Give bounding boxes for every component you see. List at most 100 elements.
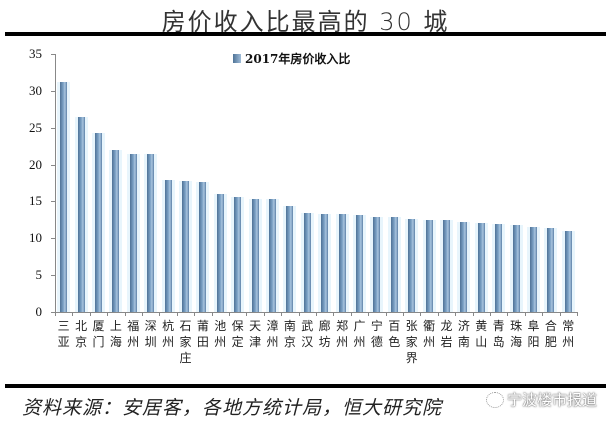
x-tick bbox=[124, 312, 126, 316]
x-tick-label: 池州 bbox=[214, 319, 227, 349]
x-tick bbox=[316, 312, 317, 316]
bar bbox=[60, 82, 68, 312]
bar-chart: 2017年房价收入比 0 5 10 15 20 25 30 35 三亚北京厦门上海福州深圳杭州石… bbox=[29, 46, 578, 365]
x-tick-label: 莆田 bbox=[196, 319, 209, 349]
x-tick-label: 厦门 bbox=[92, 319, 105, 349]
x-tick bbox=[142, 312, 143, 316]
bar bbox=[530, 227, 537, 312]
x-tick bbox=[385, 312, 387, 316]
x-tick bbox=[350, 312, 352, 316]
x-tick bbox=[472, 312, 474, 316]
x-tick-label: 合肥 bbox=[544, 319, 557, 349]
y-tick-label: 5 bbox=[35, 267, 43, 283]
x-tick-label: 常州 bbox=[562, 319, 575, 349]
bar bbox=[425, 219, 433, 312]
bar bbox=[147, 154, 155, 312]
y-tick bbox=[51, 164, 55, 166]
y-tick-label: 0 bbox=[35, 304, 43, 319]
bar bbox=[460, 222, 468, 312]
x-tick bbox=[72, 312, 74, 316]
bar bbox=[182, 180, 189, 312]
y-tick-label: 10 bbox=[29, 230, 42, 246]
x-tick bbox=[263, 312, 265, 316]
x-tick-label: 上海 bbox=[109, 319, 122, 349]
x-tick-label: 黄山 bbox=[475, 319, 488, 349]
x-tick-label: 天津 bbox=[249, 319, 262, 349]
x-tick bbox=[229, 312, 230, 316]
x-tick-label: 郑州 bbox=[336, 319, 349, 349]
x-tick bbox=[524, 312, 526, 316]
x-tick-label: 珠海 bbox=[510, 319, 523, 349]
x-tick-label: 保定 bbox=[231, 319, 244, 349]
bar bbox=[321, 213, 329, 312]
bar bbox=[373, 216, 381, 312]
x-tick bbox=[176, 312, 178, 316]
bar bbox=[95, 132, 102, 312]
bar bbox=[390, 216, 398, 312]
chart-title: 房价收入比最高的 30 城 bbox=[161, 8, 450, 36]
y-tick-label: 35 bbox=[29, 46, 42, 61]
bar bbox=[495, 224, 503, 312]
bar bbox=[129, 154, 137, 312]
legend-label: 2017年房价收入比 bbox=[245, 52, 351, 66]
x-tick bbox=[455, 312, 457, 316]
bar bbox=[112, 149, 120, 312]
bar bbox=[547, 227, 555, 312]
x-tick-label: 石家庄 bbox=[179, 319, 192, 365]
x-tick-label: 北京 bbox=[75, 319, 88, 349]
watermark: 宁波楼市报道 bbox=[486, 389, 597, 410]
bar bbox=[269, 199, 276, 312]
y-axis bbox=[55, 54, 56, 312]
x-tick-label: 广州 bbox=[353, 319, 366, 349]
x-tick bbox=[89, 312, 91, 316]
x-tick bbox=[542, 312, 544, 316]
x-tick-label: 衢州 bbox=[423, 319, 436, 349]
legend-swatch-icon bbox=[233, 54, 241, 63]
x-tick-label: 济南 bbox=[457, 319, 470, 349]
bar bbox=[251, 199, 259, 312]
y-tick bbox=[51, 201, 55, 203]
y-tick bbox=[51, 90, 55, 92]
watermark-text: 宁波楼市报道 bbox=[507, 391, 598, 409]
y-tick bbox=[51, 312, 55, 313]
x-tick-label: 百色 bbox=[388, 319, 401, 349]
bar bbox=[164, 180, 172, 312]
x-tick-label: 三亚 bbox=[57, 319, 70, 349]
y-tick bbox=[51, 275, 55, 277]
x-tick-label: 阜阳 bbox=[527, 319, 540, 349]
bar bbox=[286, 205, 294, 312]
y-tick-label: 30 bbox=[29, 82, 42, 98]
wechat-icon bbox=[486, 391, 504, 408]
bar bbox=[408, 219, 416, 312]
bar bbox=[77, 116, 85, 312]
x-tick bbox=[55, 312, 56, 316]
bar bbox=[443, 219, 450, 312]
top-divider bbox=[5, 32, 606, 36]
x-tick bbox=[490, 312, 491, 316]
x-tick-label: 青岛 bbox=[492, 319, 505, 349]
source-note: 资料来源：安居客，各地方统计局，恒大研究院 bbox=[22, 397, 443, 419]
x-tick-label: 福州 bbox=[127, 319, 140, 349]
y-tick bbox=[51, 127, 55, 129]
y-tick-label: 20 bbox=[29, 156, 42, 172]
bar bbox=[477, 222, 485, 312]
x-tick bbox=[211, 312, 213, 316]
bar bbox=[199, 182, 207, 312]
x-tick bbox=[403, 312, 404, 316]
x-tick bbox=[577, 312, 578, 316]
x-tick-label: 深圳 bbox=[144, 319, 157, 349]
bar bbox=[564, 230, 572, 312]
x-tick bbox=[107, 312, 109, 316]
x-tick-label: 南京 bbox=[283, 319, 296, 349]
x-tick-label: 杭州 bbox=[162, 319, 175, 349]
bar bbox=[338, 213, 346, 312]
x-tick bbox=[281, 312, 283, 316]
x-tick-label: 武汉 bbox=[301, 319, 314, 349]
x-tick-label: 漳州 bbox=[266, 319, 279, 349]
bar bbox=[234, 197, 242, 312]
x-tick bbox=[368, 312, 370, 316]
x-tick-label: 廊坊 bbox=[318, 319, 331, 349]
bar bbox=[512, 225, 520, 312]
x-tick bbox=[246, 312, 248, 316]
x-tick bbox=[437, 312, 439, 316]
